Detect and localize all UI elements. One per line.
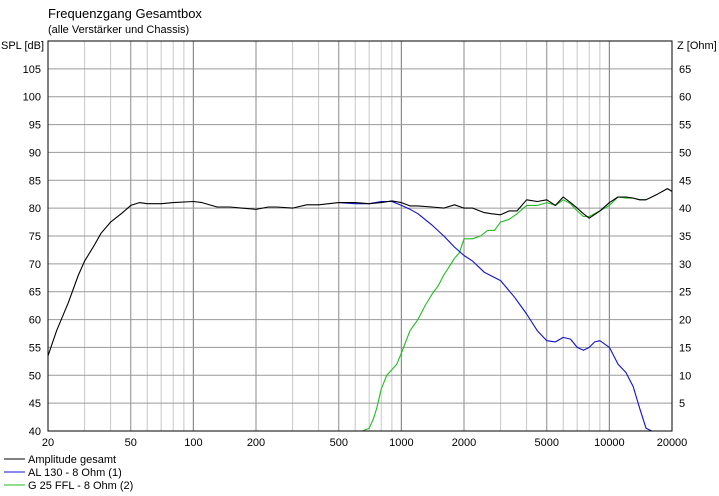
- y-tick-label-left: 95: [29, 120, 41, 132]
- y-tick-label-left: 70: [29, 259, 41, 271]
- legend-label-al130: AL 130 - 8 Ohm (1): [28, 467, 122, 479]
- x-tick-label: 20: [42, 437, 54, 449]
- y-tick-label-right: 60: [679, 92, 691, 104]
- y-tick-label-left: 90: [29, 147, 41, 159]
- x-tick-label: 5000: [535, 437, 559, 449]
- chart-subtitle: (alle Verstärker und Chassis): [48, 24, 189, 36]
- y-tick-label-right: 50: [679, 147, 691, 159]
- x-tick-label: 50: [125, 437, 137, 449]
- x-tick-label: 200: [247, 437, 265, 449]
- y-tick-label-left: 55: [29, 342, 41, 354]
- series-line-0: [47, 188, 673, 356]
- series-line-1: [338, 200, 672, 432]
- legend-label-g25ffl: G 25 FFL - 8 Ohm (2): [28, 480, 133, 492]
- x-tick-label: 20000: [657, 437, 688, 449]
- y-tick-label-right: 45: [679, 175, 691, 187]
- y-tick-label-right: 10: [679, 370, 691, 382]
- x-tick-labels: 20 50 100 200 500 1000 2000 5000 10000 20000: [42, 437, 687, 449]
- y-tick-label-left: 50: [29, 370, 41, 382]
- y-tick-label-right: 35: [679, 231, 691, 243]
- x-tick-label: 10000: [594, 437, 625, 449]
- y-tick-label-right: 25: [679, 287, 691, 299]
- y-tick-label-right: 65: [679, 64, 691, 76]
- y-axis-label-right: Z [Ohm]: [677, 40, 717, 52]
- plot-frame: [47, 40, 673, 432]
- legend: Amplitude gesamt AL 130 - 8 Ohm (1) G 25…: [4, 454, 133, 492]
- y-tick-labels-left: 40 45 50 55 60 65 70 75 80 85 90 95 100 105: [23, 64, 41, 438]
- y-tick-label-left: 40: [29, 426, 41, 438]
- y-tick-label-right: 20: [679, 315, 691, 327]
- y-tick-label-left: 75: [29, 231, 41, 243]
- y-tick-label-right: 30: [679, 259, 691, 271]
- y-tick-label-left: 65: [29, 287, 41, 299]
- legend-label-amplitude: Amplitude gesamt: [28, 454, 116, 466]
- y-tick-label-left: 105: [23, 64, 41, 76]
- y-tick-label-left: 80: [29, 203, 41, 215]
- y-tick-label-right: 55: [679, 120, 691, 132]
- y-tick-label-left: 60: [29, 315, 41, 327]
- x-tick-label: 2000: [452, 437, 476, 449]
- x-tick-label: 500: [330, 437, 348, 449]
- y-tick-label-left: 45: [29, 398, 41, 410]
- y-tick-label-right: 5: [679, 398, 685, 410]
- chart-title: Frequenzgang Gesamtbox: [48, 6, 202, 21]
- x-tick-label: 100: [184, 437, 202, 449]
- y-tick-label-left: 85: [29, 175, 41, 187]
- series-lines: [47, 188, 673, 432]
- y-axis-label-left: SPL [dB]: [1, 40, 44, 52]
- y-tick-label-right: 40: [679, 203, 691, 215]
- y-tick-labels-right: 5 10 15 20 25 30 35 40 45 50 55 60 65: [679, 64, 691, 410]
- y-tick-label-right: 15: [679, 342, 691, 354]
- y-tick-label-left: 100: [23, 92, 41, 104]
- x-tick-label: 1000: [389, 437, 413, 449]
